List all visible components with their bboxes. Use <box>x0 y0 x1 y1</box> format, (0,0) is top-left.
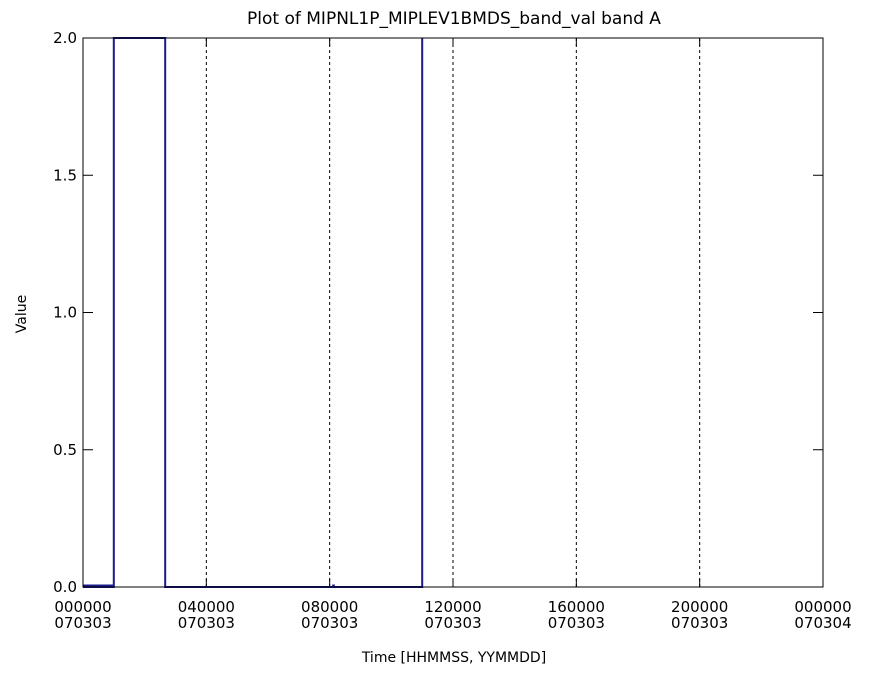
y-tick-label: 1.5 <box>53 166 77 184</box>
x-tick-label-time: 080000 <box>301 598 358 616</box>
x-tick-label-date: 070303 <box>424 614 481 632</box>
tick-labels: 0000000703030400000703030800000703031200… <box>53 29 851 632</box>
y-tick-label: 0.0 <box>53 578 77 596</box>
x-tick-label-date: 070303 <box>54 614 111 632</box>
x-tick-label-date: 070303 <box>671 614 728 632</box>
chart-title: Plot of MIPNL1P_MIPLEV1BMDS_band_val ban… <box>247 9 661 29</box>
x-axis-label: Time [HHMMSS, YYMMDD] <box>361 650 546 666</box>
x-tick-label-date: 070304 <box>794 614 851 632</box>
plot-frame <box>82 37 824 588</box>
series-line <box>83 37 424 588</box>
grid-lines <box>205 38 701 587</box>
x-tick-label-time: 160000 <box>548 598 605 616</box>
x-tick-label-time: 000000 <box>794 598 851 616</box>
y-tick-label: 2.0 <box>53 29 77 47</box>
x-tick-label-time: 200000 <box>671 598 728 616</box>
y-tick-label: 1.0 <box>53 304 77 322</box>
y-axis-label: Value <box>14 295 30 333</box>
x-tick-label-date: 070303 <box>548 614 605 632</box>
x-tick-label-date: 070303 <box>301 614 358 632</box>
x-tick-label-time: 120000 <box>424 598 481 616</box>
x-tick-label-date: 070303 <box>178 614 235 632</box>
x-tick-label-time: 000000 <box>54 598 111 616</box>
x-tick-label-time: 040000 <box>178 598 235 616</box>
series-layer <box>83 37 424 588</box>
y-tick-label: 0.5 <box>53 441 77 459</box>
axis-ticks <box>82 37 824 588</box>
